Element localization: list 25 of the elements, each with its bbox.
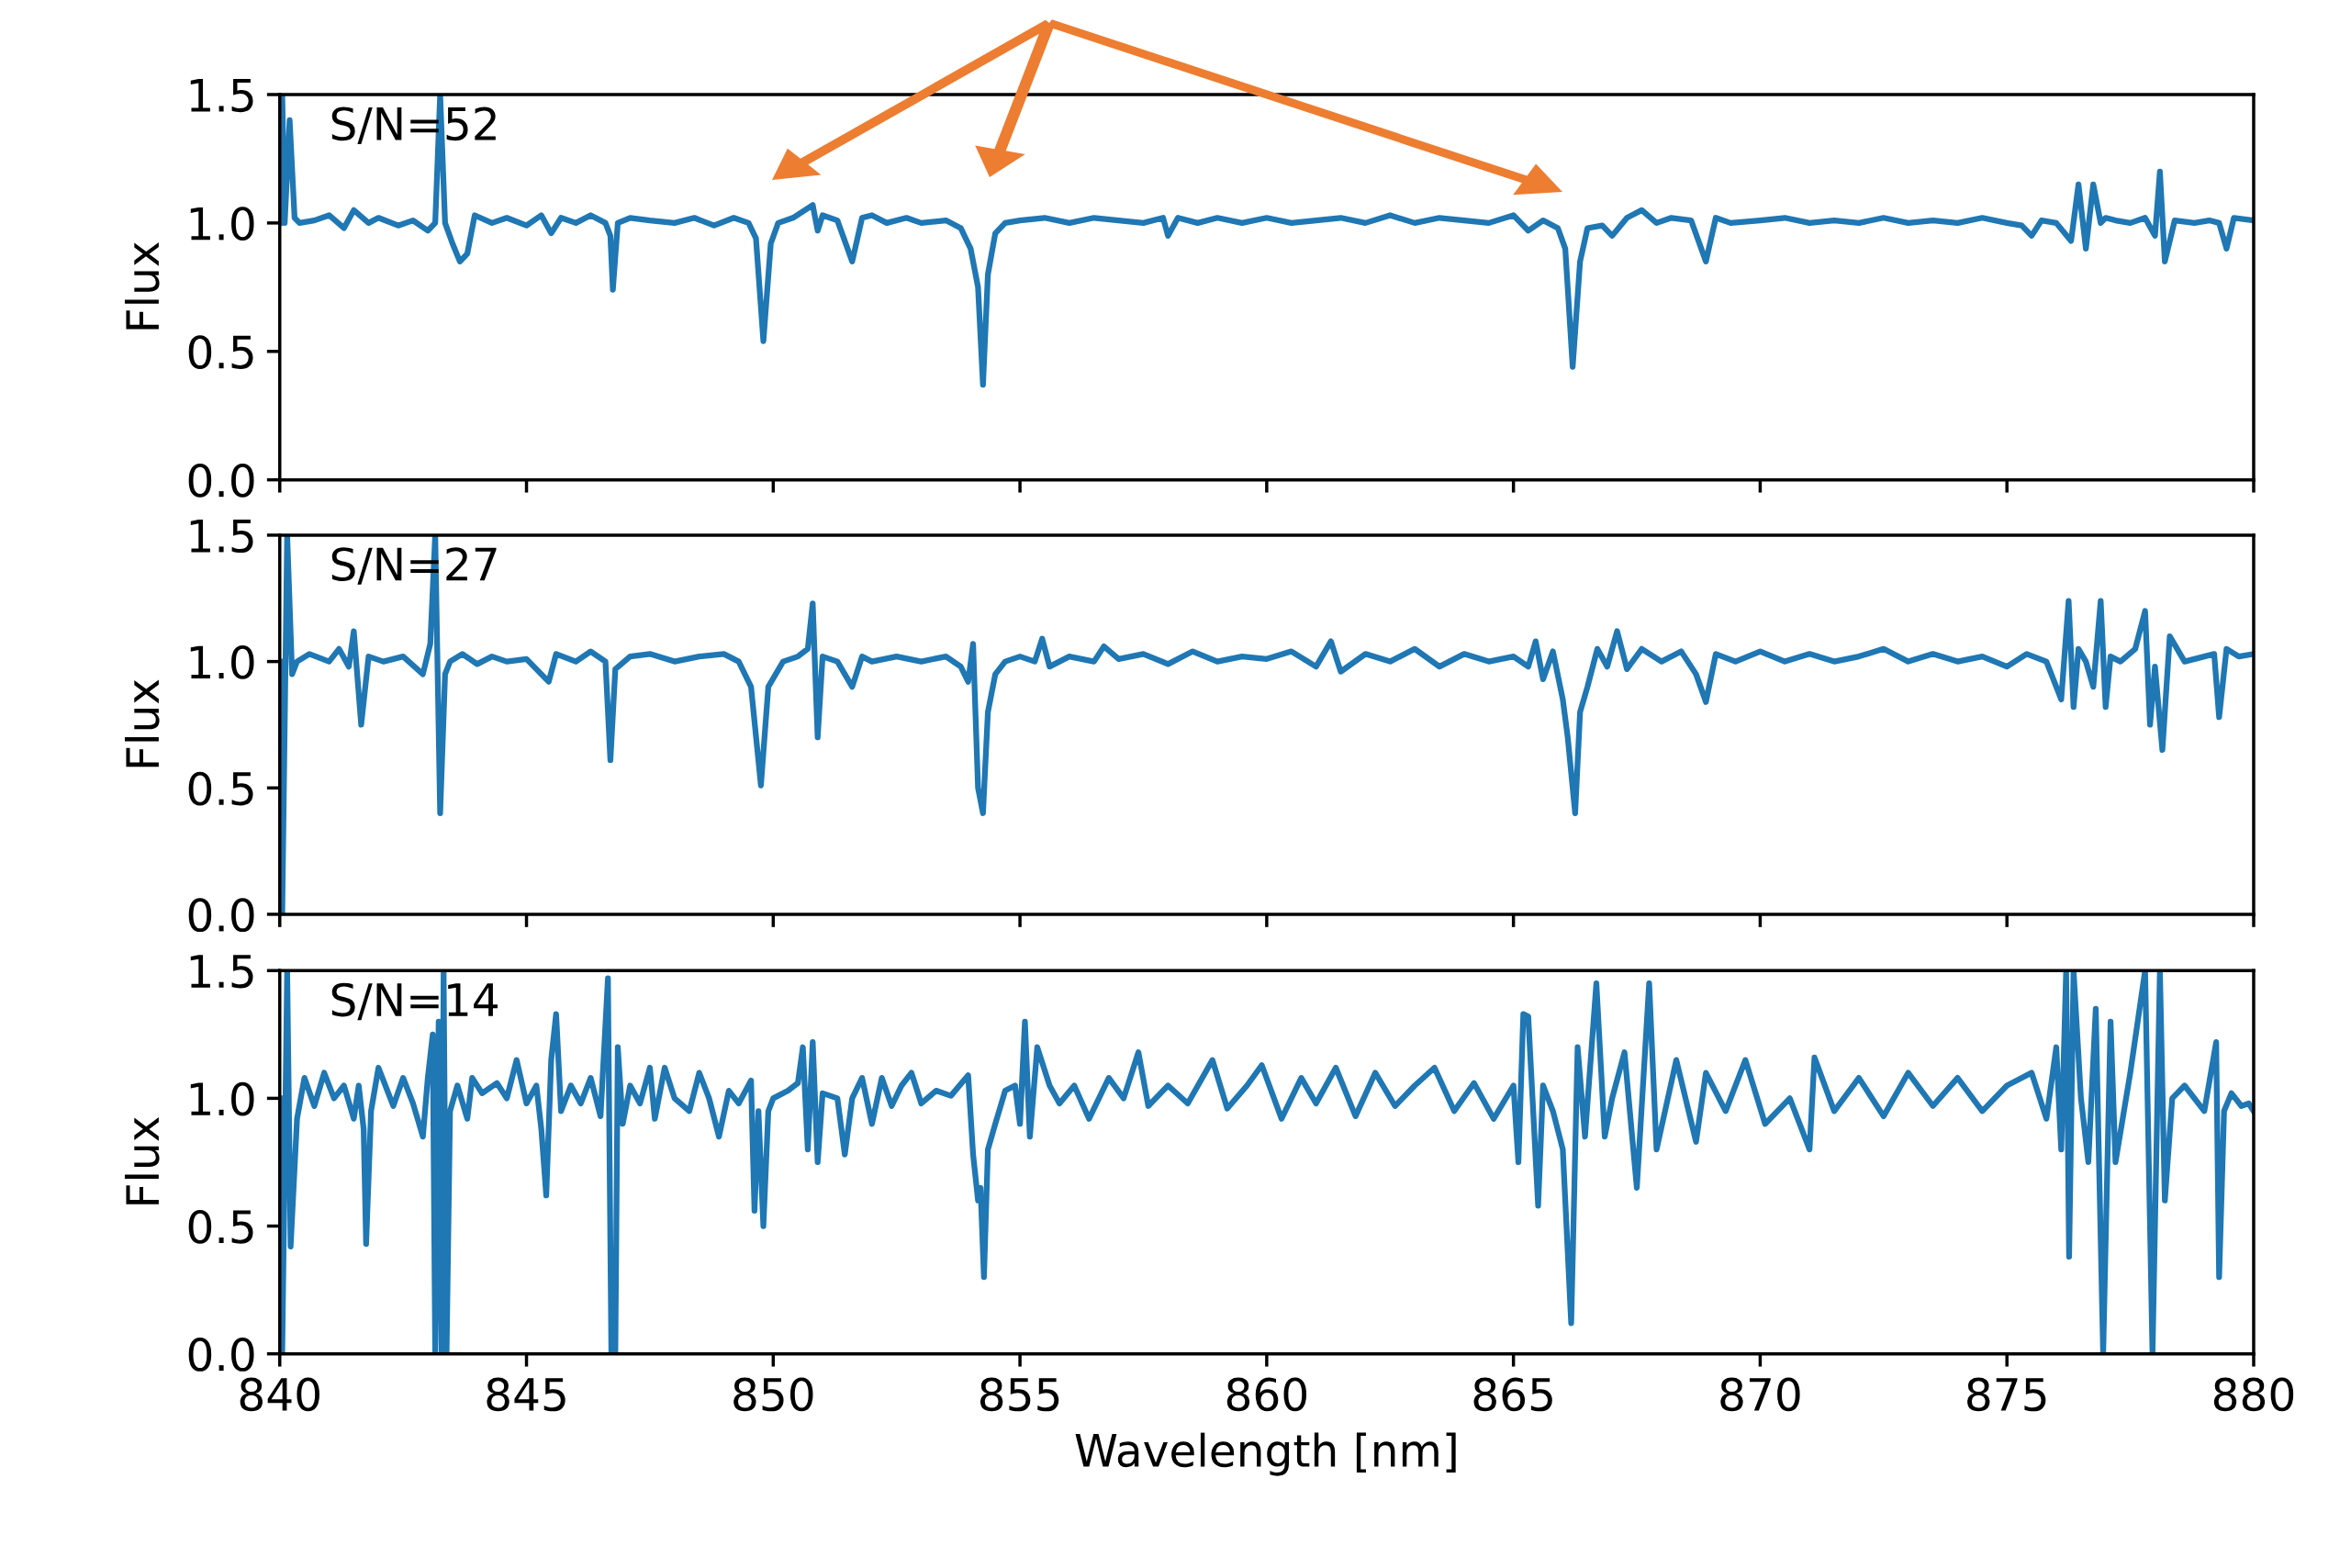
x-tick-label: 875 — [1967, 1377, 2046, 1412]
y-tick-label: 1.5 — [190, 519, 253, 554]
y-tick-label: 0.0 — [188, 898, 254, 933]
x-tick-label: 855 — [980, 1377, 1059, 1412]
x-tick-label: 840 — [240, 1377, 319, 1412]
x-tick-label: 860 — [1226, 1377, 1307, 1412]
x-axis-title: Wavelength [nm] — [1075, 1432, 1456, 1476]
y-tick-label: 0.5 — [188, 771, 253, 806]
x-tick-label: 870 — [1720, 1377, 1800, 1412]
x-tick-label: 880 — [2213, 1377, 2294, 1412]
y-tick-label: 1.0 — [190, 645, 254, 679]
x-tick-label: 865 — [1473, 1377, 1552, 1412]
y-tick-label: 0.0 — [188, 464, 254, 498]
y-tick-label: 0.5 — [188, 1209, 253, 1244]
y-tick-label: 1.0 — [190, 207, 254, 241]
y-tick-label: 1.5 — [190, 955, 253, 989]
y-tick-label: 0.5 — [188, 335, 253, 369]
y-tick-label: 1.5 — [190, 79, 253, 113]
y-axis-title: Flux — [124, 241, 160, 330]
y-tick-label: 1.0 — [190, 1081, 254, 1116]
y-axis-title: Flux — [124, 1117, 160, 1204]
x-tick-label: 845 — [487, 1377, 565, 1412]
y-tick-label: 0.0 — [188, 1338, 254, 1372]
x-tick-label: 850 — [733, 1377, 813, 1412]
y-axis-title: Flux — [124, 679, 160, 767]
